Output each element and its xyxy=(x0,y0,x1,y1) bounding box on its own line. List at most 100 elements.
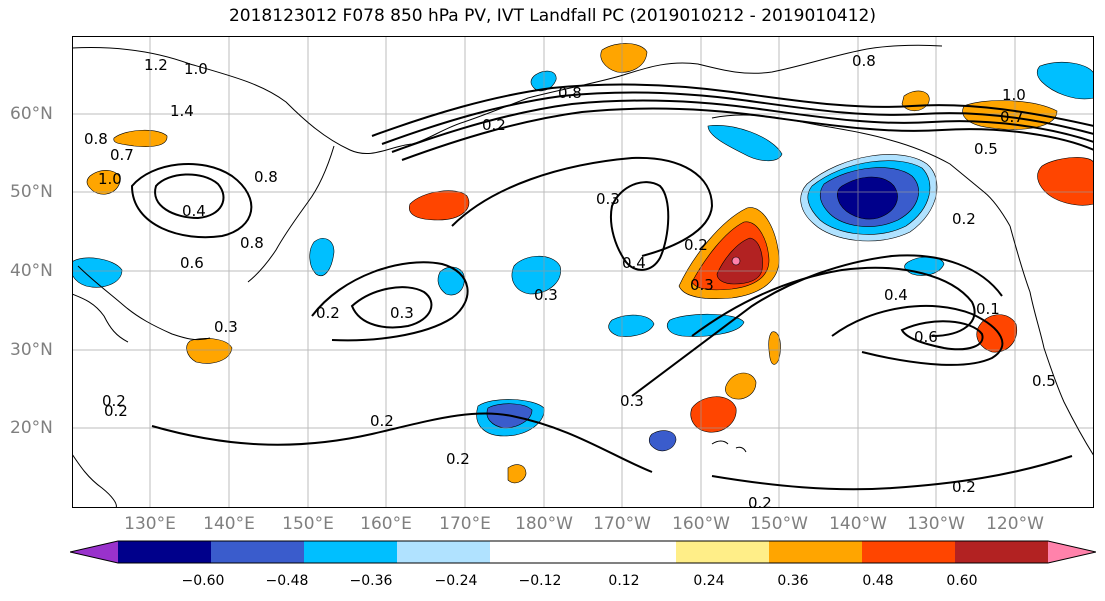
contour-label: 1.0 xyxy=(184,60,208,78)
contour-central-03 xyxy=(451,156,714,257)
contour-west-vortex xyxy=(130,163,253,239)
contour-label: 0.2 xyxy=(104,402,128,420)
lon-label-120w: 120°W xyxy=(986,514,1044,534)
contour-label: 1.0 xyxy=(98,170,122,188)
colorbar-cell xyxy=(304,541,398,563)
contour-label: 0.3 xyxy=(690,276,714,294)
pv-negative-subtropics-a xyxy=(608,314,655,337)
pv-negative-kamchatka-strip xyxy=(707,125,783,162)
colorbar-cell xyxy=(397,541,491,563)
pv-positive-tropical-west xyxy=(507,464,527,484)
contour-label: 1.2 xyxy=(144,56,168,74)
contour-label: 0.3 xyxy=(596,190,620,208)
contour-label: 0.8 xyxy=(852,52,876,70)
coast-japan xyxy=(77,265,211,341)
lon-label-150w: 150°W xyxy=(750,514,808,534)
lat-label-30n: 30°N xyxy=(10,340,53,360)
island-chain-hawaii xyxy=(711,440,747,453)
contour-west-pacific-02 xyxy=(311,261,469,342)
coast-kamchatka xyxy=(247,145,335,283)
lon-label-150e: 150°E xyxy=(282,514,334,534)
pv-positive-central-pacific-max xyxy=(731,256,741,266)
contour-jet-2 xyxy=(381,91,1094,145)
contour-label: 0.2 xyxy=(482,116,506,134)
ivt-contours xyxy=(130,83,1094,491)
pv-positive-japan xyxy=(86,170,121,195)
contour-ivt-landfall-06 xyxy=(900,320,984,351)
contour-jet-3 xyxy=(391,99,1094,153)
contour-label: 0.3 xyxy=(214,318,238,336)
pv-negative-hawaii-south xyxy=(648,430,677,452)
colorbar-tick: −0.12 xyxy=(518,573,562,589)
pv-negative-west-pacific-small xyxy=(309,238,335,276)
colorbar-extend-min xyxy=(70,541,118,563)
lon-label-130e: 130°E xyxy=(124,514,176,534)
colorbar-tick: 0.36 xyxy=(777,573,809,589)
lon-label-130w: 130°W xyxy=(907,514,965,534)
contour-label: 0.8 xyxy=(240,234,264,252)
pv-shading xyxy=(72,43,1094,484)
contour-ivt-landfall-04 xyxy=(691,266,976,337)
contour-label: 0.7 xyxy=(110,146,134,164)
contour-southeast-02 xyxy=(711,455,1073,491)
contour-jet-4 xyxy=(401,107,1094,161)
contour-label: 0.2 xyxy=(102,392,126,410)
contour-label: 0.1 xyxy=(976,300,1000,318)
pv-positive-west-pacific xyxy=(409,190,470,221)
colorbar-tick: 0.12 xyxy=(608,573,640,589)
contour-label: 0.2 xyxy=(952,478,976,496)
contour-label: 0.4 xyxy=(622,254,646,272)
contour-labels: 1.2 1.0 1.4 0.8 0.7 0.8 1.0 0.4 0.8 0.6 … xyxy=(84,52,1056,508)
pv-ivt-map[interactable]: 1.2 1.0 1.4 0.8 0.7 0.8 1.0 0.4 0.8 0.6 … xyxy=(72,36,1094,508)
contour-label: 0.2 xyxy=(684,236,708,254)
coast-asia xyxy=(72,44,943,155)
lon-label-140w: 140°W xyxy=(829,514,887,534)
colorbar-cell xyxy=(862,541,956,563)
colorbar-cell xyxy=(676,541,770,563)
contour-label: 0.4 xyxy=(182,202,206,220)
pv-negative-west-central xyxy=(437,266,465,296)
colorbar-outline xyxy=(70,540,1096,564)
pv-negative-dateline xyxy=(511,255,561,295)
contour-label: 0.8 xyxy=(84,130,108,148)
lon-label-170e: 170°E xyxy=(439,514,491,534)
colorbar-tick: −0.24 xyxy=(434,573,478,589)
colorbar-tick: 0.24 xyxy=(693,573,725,589)
colorbar-cells xyxy=(70,541,1096,563)
lon-label-180w: 180°W xyxy=(515,514,573,534)
contour-label: 0.2 xyxy=(370,412,394,430)
contour-central-04 xyxy=(610,181,670,271)
contour-label: 0.2 xyxy=(446,450,470,468)
contour-subtropical-02 xyxy=(151,412,653,473)
colorbar-tick: 0.60 xyxy=(946,573,978,589)
colorbar-cell xyxy=(583,541,677,563)
contour-label: 0.4 xyxy=(884,286,908,304)
colorbar-tick: −0.60 xyxy=(181,573,225,589)
colorbar-cell xyxy=(955,541,1049,563)
contour-jet-1 xyxy=(371,83,1094,137)
contour-label: 1.4 xyxy=(170,102,194,120)
contour-label: 0.5 xyxy=(974,140,998,158)
map-panel[interactable]: 1.2 1.0 1.4 0.8 0.7 0.8 1.0 0.4 0.8 0.6 … xyxy=(72,36,1094,508)
pv-positive-hawaii-east xyxy=(725,372,757,400)
pv-positive-kamchatka xyxy=(113,129,168,147)
coast-korea xyxy=(72,293,129,343)
coast-north-america xyxy=(1009,225,1094,457)
contour-label: 0.7 xyxy=(1000,108,1024,126)
map-frame xyxy=(72,36,1094,508)
contour-ivt-landfall-05 xyxy=(831,304,1004,366)
contour-label: 0.3 xyxy=(534,286,558,304)
contour-label: 0.6 xyxy=(180,254,204,272)
coastlines xyxy=(72,44,1094,508)
colorbar-cell xyxy=(118,541,212,563)
lon-label-160e: 160°E xyxy=(360,514,412,534)
pv-positive-california xyxy=(976,314,1018,353)
contour-label: 0.8 xyxy=(558,84,582,102)
contour-label: 0.3 xyxy=(390,304,414,322)
contour-label: 0.6 xyxy=(914,328,938,346)
contour-label: 0.2 xyxy=(952,210,976,228)
lat-label-60n: 60°N xyxy=(10,104,53,124)
colorbar-cell xyxy=(490,541,584,563)
colorbar xyxy=(70,540,1096,564)
contour-label: 1.0 xyxy=(1002,86,1026,104)
